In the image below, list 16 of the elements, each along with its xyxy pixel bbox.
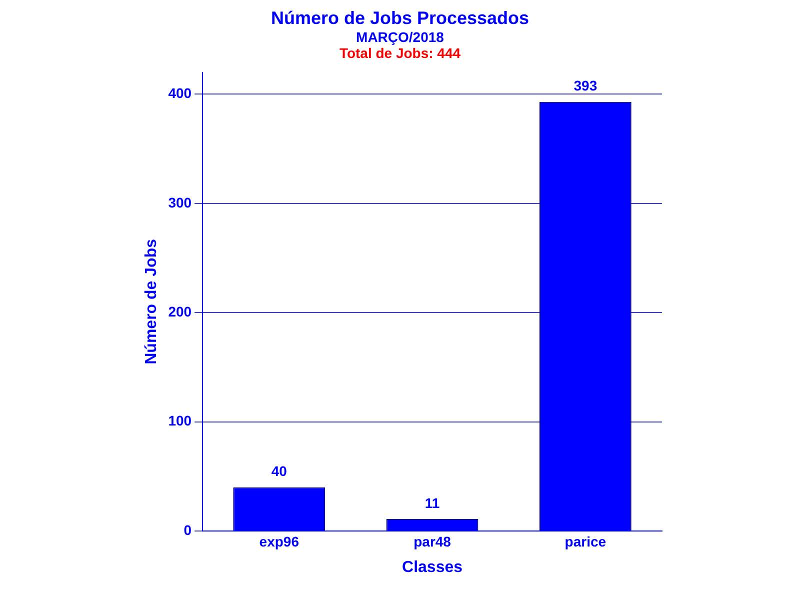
y-tick-label: 200 [168, 303, 192, 320]
y-axis-title: Número de Jobs [143, 238, 160, 364]
data-label: 11 [424, 494, 440, 511]
data-label: 40 [271, 463, 288, 480]
y-tick-label: 100 [168, 412, 192, 429]
y-tick-label: 400 [168, 85, 192, 102]
text: Total de Jobs: 444 [338, 45, 462, 61]
x-tick-label: exp96 [259, 533, 300, 550]
x-tick-label: par48 [414, 533, 452, 550]
x-axis-title: Classes [402, 558, 463, 576]
y-tick-label: 0 [184, 522, 192, 538]
y-tick-label: 300 [168, 194, 192, 210]
chart-title: Número de Jobs Processados [270, 8, 530, 29]
data-label: 393 [574, 78, 598, 94]
x-tick-label: parice [564, 533, 606, 550]
chart-subtitle: MARÇO/2018 [355, 29, 445, 45]
